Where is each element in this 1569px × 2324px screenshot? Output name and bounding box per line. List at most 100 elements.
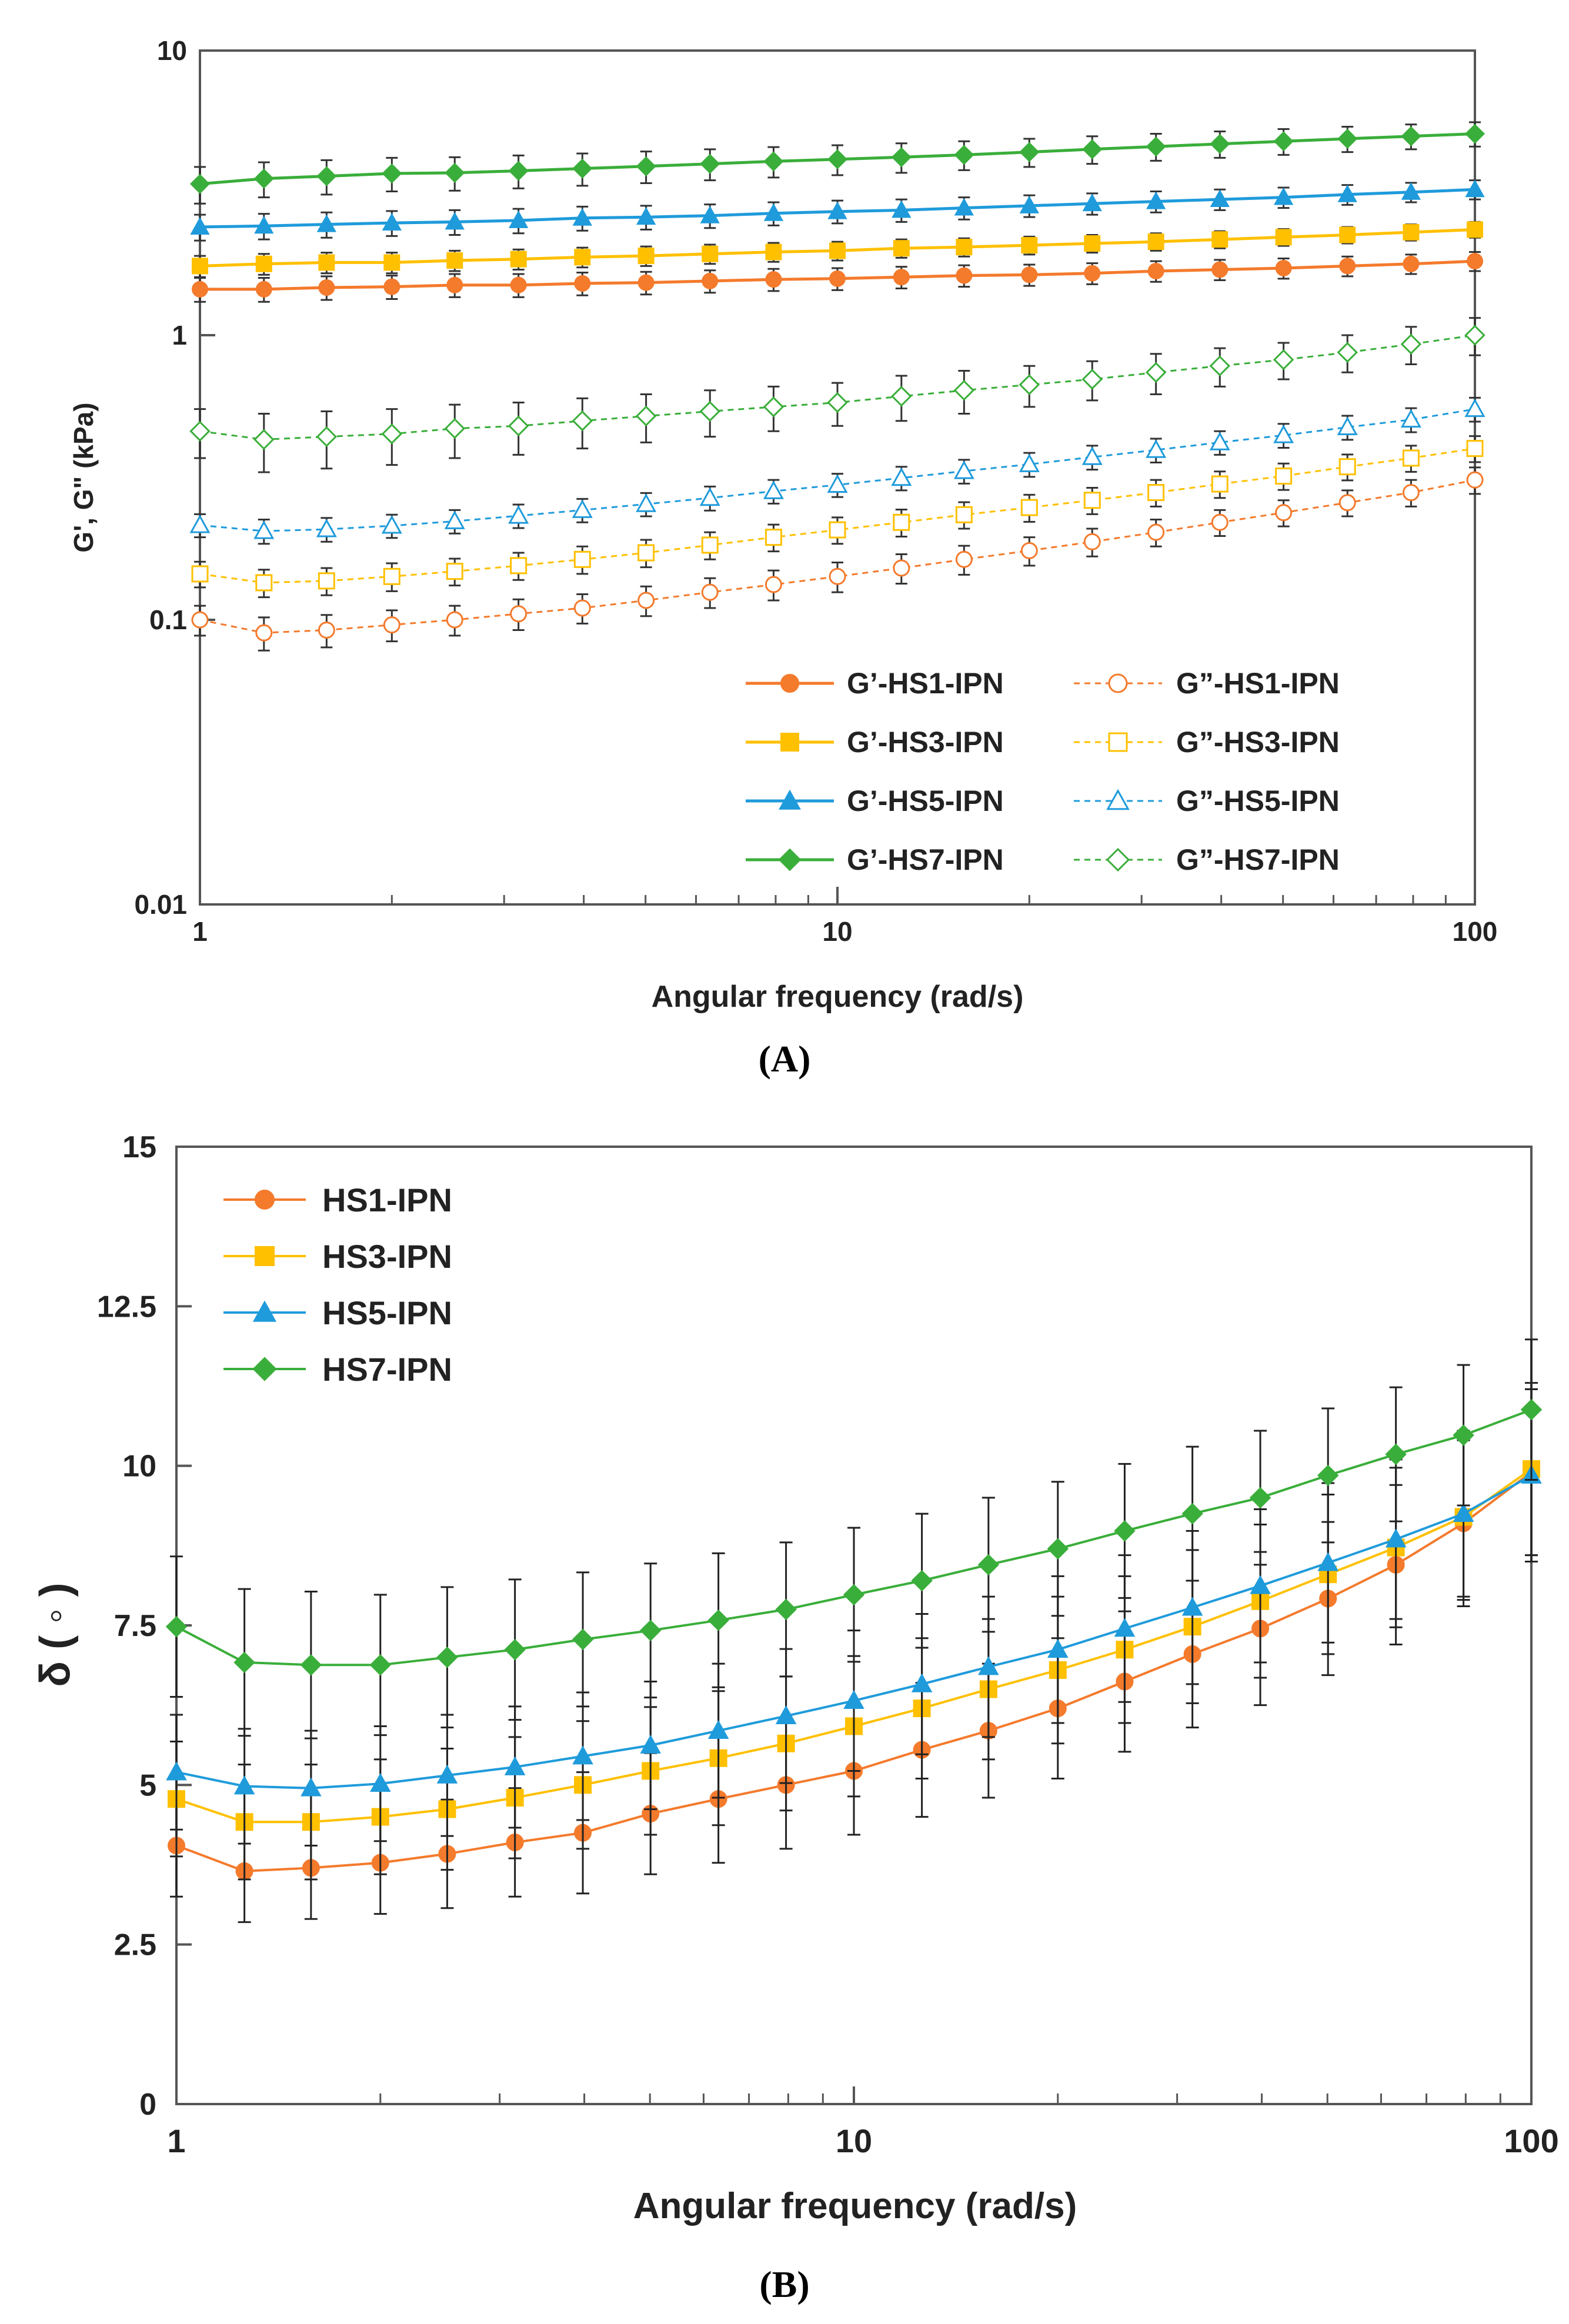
legend-marker: [780, 733, 799, 752]
data-point: [843, 1689, 864, 1709]
data-point: [255, 255, 272, 272]
data-point: [1467, 221, 1483, 238]
series-hs7-ipn: [165, 1338, 1543, 1739]
panel-b-x-tick-label: 100: [1504, 2122, 1558, 2159]
data-point: [1466, 440, 1484, 458]
data-point: [829, 242, 846, 259]
data-point: [318, 572, 335, 590]
data-point: [1019, 374, 1040, 395]
data-point: [1084, 235, 1101, 252]
data-point: [300, 1654, 322, 1676]
data-point: [255, 281, 272, 298]
data-point: [637, 592, 655, 609]
data-point: [763, 396, 784, 418]
data-point: [955, 550, 973, 568]
legend-label: HS3-IPN: [322, 1238, 452, 1275]
panel-a-legend: G’-HS1-IPN G’-HS3-IPN G’-HS5-IPN G’-HS7-IPN…: [746, 667, 1340, 876]
data-point: [707, 1610, 729, 1631]
legend-item-hs1-ipn: HS1-IPN: [223, 1181, 452, 1218]
data-point: [572, 1628, 594, 1651]
data-point: [190, 216, 210, 235]
data-point: [253, 429, 275, 450]
data-point: [444, 510, 465, 529]
data-point: [1181, 1597, 1203, 1616]
legend-item-g-hs7-ipn: G”-HS7-IPN: [1074, 843, 1340, 876]
data-point: [1337, 416, 1358, 435]
legend-label: G’-HS5-IPN: [847, 784, 1004, 817]
data-point: [639, 1620, 662, 1641]
data-point: [1275, 229, 1292, 246]
data-point: [1250, 1575, 1271, 1594]
data-point: [369, 1654, 392, 1676]
data-point: [1275, 468, 1293, 485]
data-point: [1020, 542, 1038, 559]
data-point: [1081, 446, 1103, 465]
data-point: [1337, 342, 1358, 363]
panel-b-y-tick-label: 10: [122, 1450, 156, 1484]
data-point: [1520, 1398, 1543, 1421]
data-point: [255, 624, 273, 642]
data-point: [1209, 432, 1230, 450]
data-point: [1465, 179, 1485, 198]
data-point: [382, 163, 402, 184]
data-point: [636, 493, 657, 512]
data-point: [573, 550, 591, 568]
panel-a-y-tick-label: 1: [172, 320, 187, 350]
series-g-hs1-ipn: [192, 251, 1483, 303]
panel-a-ylabel: G', G" (kPa): [68, 402, 99, 552]
data-point: [504, 1639, 526, 1661]
data-point: [189, 173, 211, 194]
panel-b-ylabel: δ ( ◦ ): [32, 1582, 79, 1687]
data-point: [1019, 142, 1040, 162]
data-point: [1047, 1538, 1069, 1560]
legend-label: G”-HS1-IPN: [1176, 667, 1340, 700]
data-point: [1114, 1520, 1136, 1542]
data-point: [191, 565, 209, 583]
data-point: [707, 1719, 729, 1739]
data-point: [1211, 513, 1229, 531]
legend-label: HS5-IPN: [322, 1294, 452, 1331]
data-point: [765, 576, 782, 593]
legend-label: G”-HS5-IPN: [1176, 784, 1340, 817]
data-point: [316, 166, 337, 186]
data-point: [1147, 523, 1165, 541]
data-point: [892, 200, 912, 218]
data-point: [637, 274, 655, 291]
data-point: [1275, 504, 1293, 522]
data-point: [1082, 193, 1102, 212]
data-point: [891, 467, 912, 486]
data-point: [445, 212, 465, 230]
data-point: [381, 423, 403, 445]
data-point: [701, 536, 719, 554]
data-point: [1402, 449, 1420, 467]
data-point: [956, 239, 973, 256]
data-point: [316, 214, 336, 232]
data-point: [572, 1745, 593, 1765]
data-point: [1339, 258, 1356, 275]
data-point: [699, 400, 720, 422]
panel-b-y-tick-label: 2.5: [114, 1928, 156, 1962]
data-point: [316, 519, 337, 537]
legend-item-g-hs7-ipn: G’-HS7-IPN: [746, 843, 1004, 876]
data-point: [1211, 475, 1229, 493]
data-point: [318, 279, 335, 296]
data-point: [574, 249, 591, 266]
data-point: [1403, 223, 1420, 241]
panel-b-legend: HS1-IPN HS3-IPN HS5-IPN HS7-IPN: [223, 1181, 452, 1388]
data-point: [827, 201, 847, 219]
data-point: [1209, 355, 1230, 376]
legend-marker: [252, 1300, 277, 1322]
panel-a: 0.01 0.1 1 10 1 10 100 G', G" (kPa) Angular f…: [68, 35, 1497, 1080]
data-point: [573, 599, 591, 617]
data-point: [893, 240, 910, 257]
data-point: [829, 567, 846, 585]
data-point: [765, 529, 782, 546]
legend-marker: [255, 1190, 275, 1210]
data-point: [383, 278, 400, 295]
data-point: [763, 203, 784, 221]
data-point: [1020, 499, 1038, 516]
data-point: [508, 415, 529, 437]
data-point: [893, 269, 910, 286]
legend-item-g-hs1-ipn: G’-HS1-IPN: [746, 667, 1004, 700]
data-point: [192, 281, 208, 298]
